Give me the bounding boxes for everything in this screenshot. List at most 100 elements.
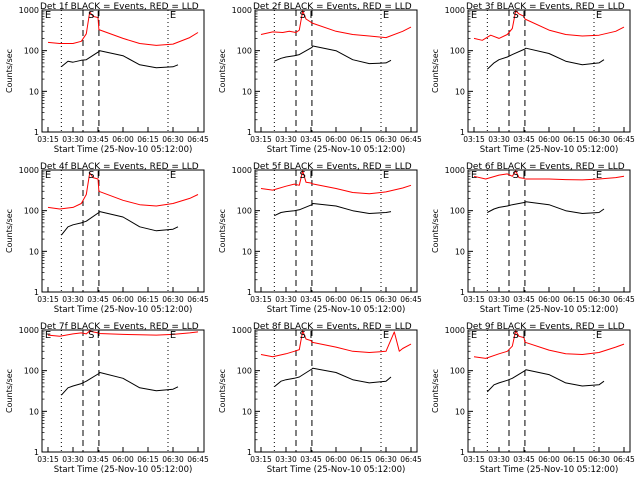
chart-title: Det 4f BLACK = Events, RED = LLD <box>40 162 199 172</box>
series-line-lld <box>473 10 625 41</box>
x-tick-label: 03:45 <box>87 135 109 144</box>
x-tick-label: 06:15 <box>350 455 372 464</box>
x-tick-label: 06:30 <box>375 295 397 304</box>
x-tick-label: 03:30 <box>62 295 84 304</box>
event-marker-label: S <box>88 10 94 21</box>
y-tick-label: 1000 <box>445 166 465 175</box>
event-marker-label: E <box>170 170 176 181</box>
detector-panel: Det 7f BLACK = Events, RED = LLD 1 10 100 10… <box>0 320 213 480</box>
plot-frame <box>467 329 631 453</box>
y-tick-label: 1 <box>460 288 465 297</box>
detector-panel: Det 4f BLACK = Events, RED = LLD 1 10 100 10… <box>0 160 213 320</box>
series-line-lld <box>47 172 199 210</box>
x-tick-label: 06:45 <box>400 135 422 144</box>
event-marker-label: E <box>170 10 176 21</box>
y-tick-label: 10 <box>29 247 39 256</box>
x-axis-label: Start Time (25-Nov-10 05:12:00) <box>267 465 406 475</box>
event-marker-label: I <box>97 170 100 181</box>
x-tick-label: 03:45 <box>87 455 109 464</box>
event-marker-label: E <box>471 170 477 181</box>
detector-chart: Det 4f BLACK = Events, RED = LLD 1 10 100 10… <box>5 162 209 315</box>
x-axis-label: Start Time (25-Nov-10 05:12:00) <box>267 305 406 315</box>
chart-title: Det 7f BLACK = Events, RED = LLD <box>40 322 199 332</box>
series-line-events <box>486 47 605 70</box>
series-line-lld <box>473 170 625 181</box>
chart-title: Det 8f BLACK = Events, RED = LLD <box>253 322 412 332</box>
event-marker-label: E <box>383 170 389 181</box>
y-axis-label: Counts/sec <box>431 49 440 93</box>
y-tick-label: 10 <box>455 87 465 96</box>
x-tick-label: 06:00 <box>112 455 134 464</box>
x-axis-label: Start Time (25-Nov-10 05:12:00) <box>480 145 619 155</box>
event-marker-label: E <box>471 330 477 341</box>
y-tick-label: 10 <box>29 87 39 96</box>
x-tick-label: 03:45 <box>513 295 535 304</box>
x-tick-label: 03:15 <box>463 295 485 304</box>
event-marker-label: I <box>523 170 526 181</box>
event-marker-label: E <box>596 10 602 21</box>
series-line-events <box>60 50 179 69</box>
x-tick-label: 06:45 <box>400 455 422 464</box>
series-line-lld <box>260 10 412 39</box>
y-axis-label: Counts/sec <box>218 49 227 93</box>
x-tick-label: 06:15 <box>137 135 159 144</box>
detector-panel: Det 8f BLACK = Events, RED = LLD 1 10 100 10… <box>213 320 426 480</box>
series-line-lld <box>47 330 199 337</box>
x-tick-label: 06:30 <box>162 135 184 144</box>
x-tick-label: 03:15 <box>463 135 485 144</box>
detector-panel: Det 2f BLACK = Events, RED = LLD 1 10 100 10… <box>213 0 426 160</box>
plot-frame <box>254 9 418 133</box>
x-tick-label: 03:15 <box>250 455 272 464</box>
plot-frame <box>467 169 631 293</box>
event-marker-label: E <box>383 330 389 341</box>
x-tick-label: 03:30 <box>275 135 297 144</box>
y-tick-label: 1000 <box>232 326 252 335</box>
chart-title: Det 3f BLACK = Events, RED = LLD <box>466 2 625 12</box>
x-tick-label: 06:45 <box>613 135 635 144</box>
event-marker-label: I <box>97 10 100 21</box>
y-tick-label: 1 <box>34 448 39 457</box>
x-tick-label: 06:00 <box>325 295 347 304</box>
y-tick-label: 10 <box>29 407 39 416</box>
detector-panel: Det 5f BLACK = Events, RED = LLD 1 10 100 10… <box>213 160 426 320</box>
series-line-lld <box>47 11 199 46</box>
event-marker-label: S <box>299 330 305 341</box>
event-marker-label: I <box>310 10 313 21</box>
y-tick-label: 1000 <box>19 166 39 175</box>
y-axis-label: Counts/sec <box>431 209 440 253</box>
x-tick-label: 06:30 <box>588 135 610 144</box>
y-tick-label: 1 <box>460 128 465 137</box>
y-tick-label: 1 <box>34 288 39 297</box>
series-line-events <box>274 45 392 65</box>
x-tick-label: 03:15 <box>250 295 272 304</box>
x-tick-label: 06:15 <box>563 135 585 144</box>
x-tick-label: 03:30 <box>488 295 510 304</box>
x-tick-label: 06:15 <box>137 455 159 464</box>
y-axis-label: Counts/sec <box>218 369 227 413</box>
event-marker-label: E <box>45 10 51 21</box>
y-tick-label: 100 <box>24 207 39 216</box>
detector-panel: Det 1f BLACK = Events, RED = LLD 1 10 100 10… <box>0 0 213 160</box>
x-tick-label: 06:45 <box>613 295 635 304</box>
event-marker-label: I <box>523 330 526 341</box>
series-line-events <box>273 367 392 388</box>
event-marker-label: S <box>88 170 94 181</box>
x-tick-label: 03:45 <box>513 135 535 144</box>
x-tick-label: 03:15 <box>37 455 59 464</box>
x-tick-label: 03:45 <box>300 295 322 304</box>
chart-title: Det 9f BLACK = Events, RED = LLD <box>466 322 625 332</box>
y-axis-label: Counts/sec <box>431 369 440 413</box>
x-axis-label: Start Time (25-Nov-10 05:12:00) <box>480 305 619 315</box>
y-axis-label: Counts/sec <box>218 209 227 253</box>
y-tick-label: 1 <box>247 128 252 137</box>
x-tick-label: 03:30 <box>488 135 510 144</box>
x-tick-label: 06:30 <box>375 455 397 464</box>
detector-panel: Det 9f BLACK = Events, RED = LLD 1 10 100 10… <box>426 320 639 480</box>
x-axis-label: Start Time (25-Nov-10 05:12:00) <box>480 465 619 475</box>
x-tick-label: 06:00 <box>538 135 560 144</box>
y-tick-label: 1 <box>247 288 252 297</box>
x-tick-label: 06:30 <box>375 135 397 144</box>
event-marker-label: S <box>512 330 518 341</box>
x-tick-label: 06:15 <box>350 135 372 144</box>
